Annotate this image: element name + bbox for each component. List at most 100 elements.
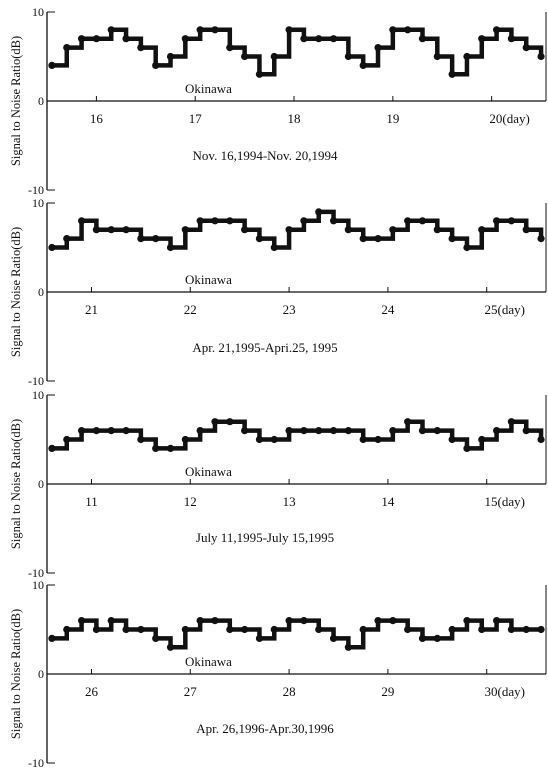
y-tick-label: 10 [32,578,44,592]
data-point [241,427,249,435]
x-tick-label: 19 [386,111,399,126]
x-tick-label: 12 [184,494,197,509]
data-point [404,26,412,34]
x-tick-label: 26 [85,684,99,699]
data-point [196,26,204,34]
data-point [418,35,427,43]
data-point [418,634,427,643]
y-tick-label: 10 [32,388,44,402]
data-point [166,643,175,651]
data-point [329,217,338,225]
data-point [478,226,486,234]
data-point [241,226,249,234]
data-point [255,634,264,643]
data-point [492,26,501,34]
y-tick-label: 0 [38,667,44,681]
y-axis-title: Signal to Noise Ratio(dB) [9,36,23,166]
data-point [418,217,427,225]
x-tick-label: 28 [283,684,296,699]
data-point [315,35,323,43]
data-point [507,217,516,225]
chart-panel-1: 10 0 -10 Signal to Noise Ratio(dB) 16 17 18 19 2… [9,5,547,197]
data-point [48,243,56,252]
data-point [181,435,189,444]
data-point [315,427,323,435]
data-point [389,226,397,234]
x-tick-label: 27 [184,684,198,699]
data-point [507,418,516,426]
data-point [166,52,175,61]
data-point [507,35,516,43]
data-point [522,226,530,234]
data-point [63,625,71,634]
data-point [226,418,234,426]
data-point [359,625,367,634]
data-point [522,625,530,634]
data-point [137,625,145,634]
data-point [418,427,427,435]
data-point [152,235,160,243]
x-tick-label: 23 [283,302,296,317]
data-point [152,444,160,452]
data-point [211,617,219,625]
date-range-label: Apr. 21,1995-Apri.25, 1995 [192,340,337,355]
data-point [448,435,456,444]
data-point [344,643,352,651]
data-point [226,44,234,52]
x-tick-label: 11 [85,494,98,509]
data-point [537,625,545,634]
data-point [226,625,234,634]
data-point [315,208,323,216]
station-label: Okinawa [185,654,232,669]
x-tick-label: 18 [288,111,301,126]
data-point [241,52,249,61]
y-tick-label: 0 [38,285,44,299]
data-point [492,217,501,225]
data-point [77,217,86,225]
data-point [255,235,264,243]
data-point [211,217,219,225]
data-point [478,625,486,634]
data-point [433,634,441,643]
data-point [92,226,101,234]
chart-panel-4: 10 0 -10 Signal to Noise Ratio(dB) 26 27 28 29 3… [9,578,547,770]
data-point [359,61,367,69]
data-point [270,625,278,634]
data-point [300,427,308,435]
date-range-label: July 11,1995-July 15,1995 [196,530,334,545]
series-line [51,419,544,451]
data-point [226,217,234,225]
data-point [181,625,189,634]
x-tick-label: 16 [90,111,104,126]
data-point [433,226,441,234]
data-point [478,435,486,444]
data-point [300,35,308,43]
data-point [196,217,204,225]
data-point [137,235,145,243]
data-point [107,427,115,435]
data-point [463,243,471,252]
data-point [344,226,352,234]
data-point [255,70,264,78]
data-point [522,427,530,435]
y-tick-label: 10 [32,196,44,210]
station-label: Okinawa [185,464,232,479]
data-point [196,617,204,625]
data-point [522,44,530,52]
y-tick-label: 0 [38,477,44,491]
x-tick-label: 30(day) [484,684,524,699]
y-tick-label: -10 [28,566,44,580]
data-point [315,625,323,634]
data-point [404,217,412,225]
y-tick-label: 10 [32,5,44,19]
x-tick-label: 14 [381,494,395,509]
data-point [448,235,456,243]
data-point [285,617,293,625]
data-point [433,427,441,435]
y-axis-title: Signal to Noise Ratio(dB) [9,419,23,549]
data-point [374,617,382,625]
data-point [166,444,175,452]
x-tick-label: 13 [283,494,296,509]
data-point [374,235,382,243]
data-point [285,26,293,34]
